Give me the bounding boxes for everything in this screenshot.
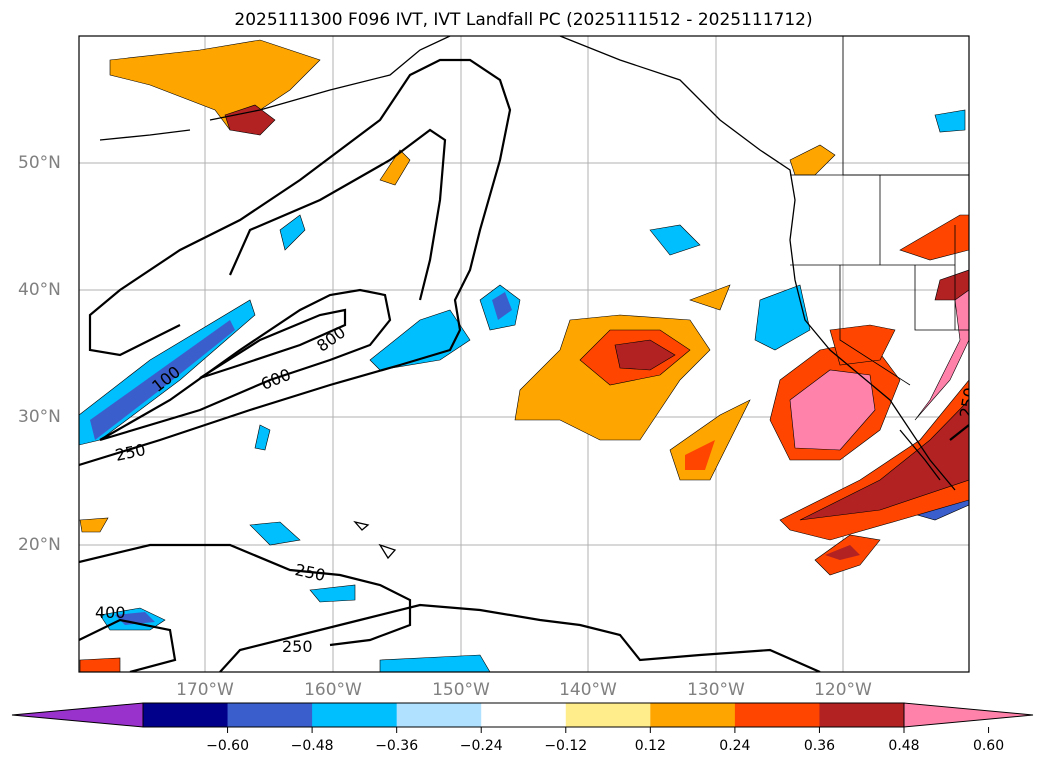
colorbar-tick-label: 0.12 xyxy=(634,738,666,754)
state-borders xyxy=(790,36,969,386)
lat-label: 40°N xyxy=(18,280,61,300)
colorbar-tick-label: 0.60 xyxy=(972,738,1005,754)
lon-label: 170°W xyxy=(176,680,234,700)
colorbar-bin xyxy=(734,703,820,727)
lon-label: 140°W xyxy=(559,680,617,700)
colorbar-tick-label: −0.48 xyxy=(290,738,334,754)
colorbar-tick-label: 0.24 xyxy=(719,738,751,754)
colorbar-bin xyxy=(143,703,229,727)
lon-label: 130°W xyxy=(687,680,745,700)
lon-label: 160°W xyxy=(304,680,362,700)
colorbar xyxy=(12,703,1033,733)
coastlines xyxy=(99,36,956,560)
colorbar-bin xyxy=(819,703,905,727)
lat-label: 50°N xyxy=(18,153,61,173)
colorbar-tick-label: −0.36 xyxy=(375,738,419,754)
lat-label: 20°N xyxy=(18,535,61,555)
colorbar-bin xyxy=(227,703,313,727)
colorbar-tick-label: 0.36 xyxy=(803,738,836,754)
colorbar-extend-high xyxy=(904,703,1033,727)
colorbar-bin xyxy=(481,703,567,727)
lon-label: 120°W xyxy=(814,680,872,700)
colorbar-tick-label: −0.12 xyxy=(544,738,588,754)
colorbar-bin xyxy=(565,703,651,727)
colorbar-bin xyxy=(650,703,736,727)
colorbar-bin xyxy=(396,703,482,727)
map-content: 100 250 400 600 800 250 250 250 xyxy=(79,36,980,672)
contour-labels: 100 250 400 600 800 250 250 250 xyxy=(95,323,980,656)
lon-label: 150°W xyxy=(432,680,490,700)
contour-label: 250 xyxy=(956,386,980,419)
contour-label: 250 xyxy=(282,637,313,656)
positive-pc-shading xyxy=(79,39,969,672)
colorbar-tick-label: −0.60 xyxy=(206,738,249,754)
map-frame xyxy=(78,35,970,673)
contour-label: 400 xyxy=(95,603,126,622)
ivt-contours xyxy=(79,58,969,672)
chart-title: 2025111300 F096 IVT, IVT Landfall PC (20… xyxy=(234,10,813,30)
colorbar-tick-label: 0.48 xyxy=(888,738,920,754)
colorbar-bin xyxy=(312,703,398,727)
lat-label: 30°N xyxy=(18,407,61,427)
colorbar-extend-low xyxy=(12,703,143,727)
colorbar-tick-label: −0.24 xyxy=(459,738,503,754)
